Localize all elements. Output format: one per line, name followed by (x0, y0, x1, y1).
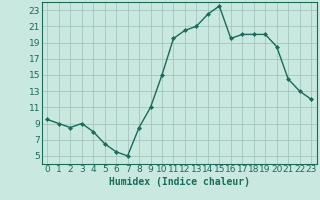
X-axis label: Humidex (Indice chaleur): Humidex (Indice chaleur) (109, 177, 250, 187)
